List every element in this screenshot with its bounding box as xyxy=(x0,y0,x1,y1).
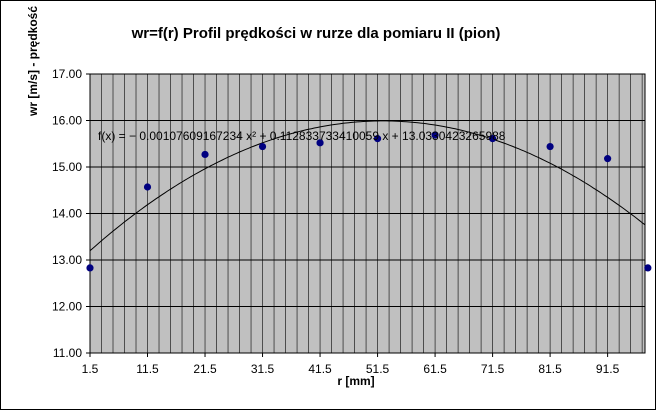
trendline xyxy=(89,120,646,252)
grid xyxy=(90,74,645,353)
y-tick-label: 14.00 xyxy=(52,207,82,221)
x-tick-label: 11.5 xyxy=(136,362,159,376)
x-axis-label: r [mm] xyxy=(337,374,374,388)
data-point xyxy=(488,135,497,143)
data-points xyxy=(86,131,652,272)
x-tick-label: 51.5 xyxy=(366,362,390,376)
data-point xyxy=(316,139,324,147)
y-axis-label: wr [m/s] - prędkość xyxy=(26,6,40,117)
data-point xyxy=(86,264,94,272)
x-tick-label: 21.5 xyxy=(193,362,217,376)
y-tick-label: 16.00 xyxy=(52,114,82,128)
x-tick-label: 41.5 xyxy=(308,362,332,376)
x-tick-label: 71.5 xyxy=(481,362,505,376)
data-point xyxy=(546,142,554,151)
y-tick-label: 17.00 xyxy=(52,67,82,81)
y-tick-label: 12.00 xyxy=(52,300,82,314)
x-tick-label: 91.5 xyxy=(596,362,620,376)
data-point xyxy=(644,264,652,272)
data-point xyxy=(604,155,612,163)
x-tick-label: 61.5 xyxy=(423,362,447,376)
data-point xyxy=(143,183,152,191)
y-tick-label: 15.00 xyxy=(52,160,82,174)
trendline-equation: f(x) = − 0.00107609167234 x² + 0.1128337… xyxy=(98,129,506,143)
data-point xyxy=(431,131,439,139)
chart-title: wr=f(r) Profil prędkości w rurze dla pom… xyxy=(131,25,501,42)
y-tick-label: 13.00 xyxy=(52,253,82,267)
x-tick-label: 1.5 xyxy=(82,362,99,376)
y-tick-labels: 11.00 12.00 13.00 14.00 15.00 16.00 17.00 xyxy=(52,67,90,360)
x-tick-label: 81.5 xyxy=(538,362,562,376)
data-point xyxy=(373,135,382,143)
y-tick-label: 11.00 xyxy=(53,346,82,360)
x-tick-label: 31.5 xyxy=(251,362,275,376)
data-point xyxy=(201,150,209,159)
data-point xyxy=(258,142,267,151)
x-tick-labels: 1.5 11.5 21.5 31.5 41.5 51.5 61.5 71.5 81.5 91.5 xyxy=(82,353,620,376)
